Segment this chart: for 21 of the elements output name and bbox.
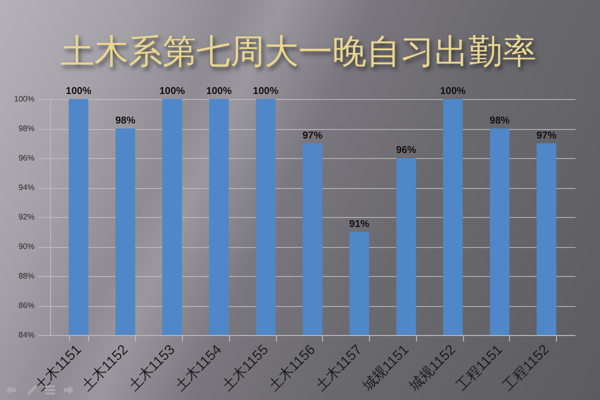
y-tick-label: 88% <box>18 272 34 280</box>
y-tick-label: 84% <box>18 330 34 340</box>
y-tick-label: 96% <box>18 154 34 162</box>
data-label: 100% <box>440 86 466 97</box>
y-tick-label: 98% <box>18 124 34 133</box>
y-tick-label: 100% <box>14 94 34 104</box>
y-tick-label: 86% <box>18 301 34 310</box>
y-tick-label: 92% <box>18 212 34 222</box>
data-label: 97% <box>536 130 557 142</box>
chart-title: 土木系第七周大一晚自习出勤率 <box>60 33 536 71</box>
data-label: 100% <box>66 86 92 97</box>
data-label: 91% <box>349 218 370 230</box>
y-tick-label: 90% <box>18 242 34 251</box>
data-label: 100% <box>159 86 186 97</box>
data-label: 98% <box>115 116 136 126</box>
data-label: 96% <box>396 145 416 156</box>
y-tick-label: 94% <box>18 183 34 192</box>
data-label: 98% <box>490 116 510 126</box>
data-label: 97% <box>302 130 323 142</box>
data-label: 100% <box>206 86 232 97</box>
data-label: 100% <box>252 86 279 97</box>
